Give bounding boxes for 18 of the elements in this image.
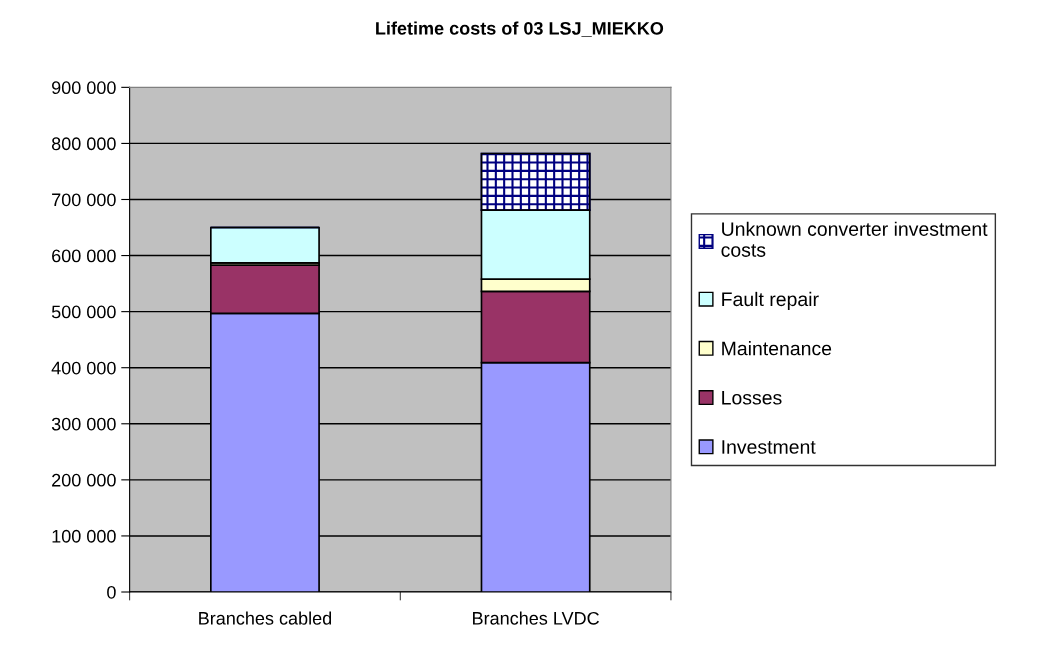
y-tick-label: 500 000	[51, 305, 116, 319]
y-tick-label: 600 000	[52, 249, 116, 263]
legend-label: Unknown converter investment costs	[721, 221, 988, 257]
y-tick-label: 700 000	[52, 193, 116, 207]
x-tick-label: Branches LVDC	[473, 611, 599, 625]
legend-label: Investment	[722, 440, 816, 454]
legend-label: Maintenance	[722, 341, 832, 356]
y-tick-label: 800 000	[51, 137, 116, 151]
y-tick-label: 900 000	[52, 81, 116, 95]
y-tick-label: 300 000	[51, 417, 116, 431]
legend-label: Losses	[722, 391, 782, 405]
y-tick-label: 100 000	[52, 529, 116, 543]
x-tick-label: Branches cabled	[199, 611, 332, 625]
y-tick-label: 0	[107, 585, 116, 599]
y-tick-label: 200 000	[52, 473, 116, 487]
chart-title: Lifetime costs of 03 LSJ_MIEKKO	[376, 21, 664, 37]
y-tick-label: 400 000	[51, 361, 116, 375]
legend-label: Fault repair	[722, 291, 819, 310]
